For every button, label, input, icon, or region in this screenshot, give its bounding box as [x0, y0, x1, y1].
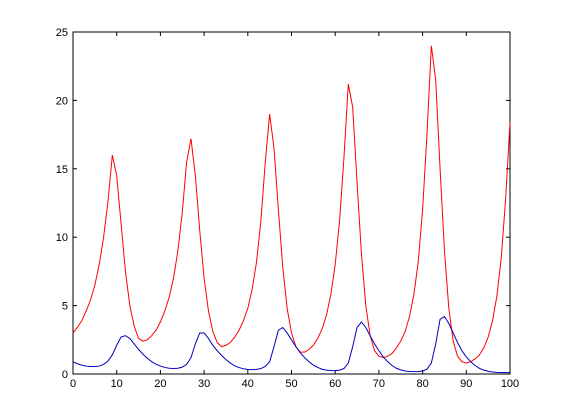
y-tick-label: 25: [56, 27, 68, 39]
x-tick-label: 70: [373, 378, 385, 390]
x-tick-label: 20: [154, 378, 166, 390]
x-tick-label: 60: [329, 378, 341, 390]
y-tick-label: 15: [56, 164, 68, 176]
plot-box: [72, 31, 511, 375]
line-series: [72, 45, 511, 364]
x-tick-label: 40: [242, 378, 254, 390]
x-tick-label: 50: [285, 378, 297, 390]
x-tick-label: 80: [416, 378, 428, 390]
y-tick-label: 10: [56, 232, 68, 244]
line-series: [72, 315, 510, 374]
y-tick-label: 5: [62, 301, 68, 313]
y-tick-label: 20: [56, 95, 68, 107]
x-tick-label: 10: [111, 378, 123, 390]
x-tick-label: 90: [460, 378, 472, 390]
x-tick-label: 0: [70, 378, 76, 390]
x-tick-label: 100: [501, 378, 519, 390]
y-tick-label: 0: [62, 369, 68, 381]
x-tick-label: 30: [198, 378, 210, 390]
